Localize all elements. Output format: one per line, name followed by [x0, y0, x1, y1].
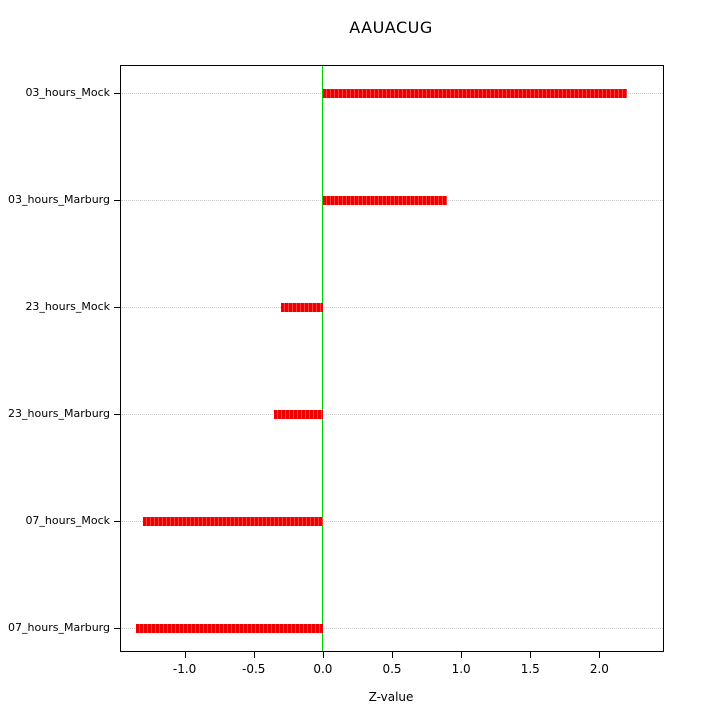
- x-tick-label: -0.5: [242, 662, 266, 676]
- x-tick: [322, 651, 324, 658]
- y-tick: [114, 414, 121, 415]
- bar: [143, 516, 323, 526]
- gridline: [121, 521, 663, 522]
- bar: [281, 302, 323, 312]
- x-tick-label: 1.0: [451, 662, 471, 676]
- x-tick-label: 0.0: [313, 662, 333, 676]
- x-tick: [530, 651, 532, 658]
- x-tick: [461, 651, 463, 658]
- x-tick: [599, 651, 601, 658]
- x-tick-label: 0.5: [382, 662, 402, 676]
- x-axis-label: Z-value: [368, 690, 414, 704]
- x-tick: [392, 651, 393, 658]
- chart-title: AAUACUG: [349, 18, 433, 37]
- y-tick: [114, 200, 121, 201]
- y-tick: [114, 521, 121, 522]
- y-tick: [114, 628, 121, 629]
- zero-line: [322, 66, 324, 651]
- category-label: 03_hours_Marburg: [8, 193, 110, 206]
- bar: [322, 88, 628, 98]
- bar: [274, 409, 323, 419]
- category-label: 07_hours_Mock: [25, 514, 110, 527]
- x-tick-label: -1.0: [172, 662, 197, 676]
- x-tick-label: 1.5: [520, 662, 540, 676]
- bar: [136, 623, 323, 633]
- x-tick-label: 2.0: [589, 662, 609, 676]
- gridline: [121, 414, 663, 415]
- plot-area: 03_hours_Mock 03_hours_Marburg 23_hours_Mo…: [8, 65, 664, 676]
- gridline: [121, 307, 663, 308]
- category-label: 23_hours_Mock: [25, 300, 110, 313]
- bar: [322, 195, 448, 205]
- gridline: [121, 628, 663, 629]
- y-tick: [114, 307, 121, 308]
- y-tick: [114, 93, 121, 94]
- category-label: 03_hours_Mock: [25, 86, 110, 99]
- x-tick: [184, 651, 186, 658]
- x-tick: [253, 651, 255, 658]
- category-label: 23_hours_Marburg: [8, 407, 110, 420]
- category-label: 07_hours_Marburg: [8, 621, 110, 634]
